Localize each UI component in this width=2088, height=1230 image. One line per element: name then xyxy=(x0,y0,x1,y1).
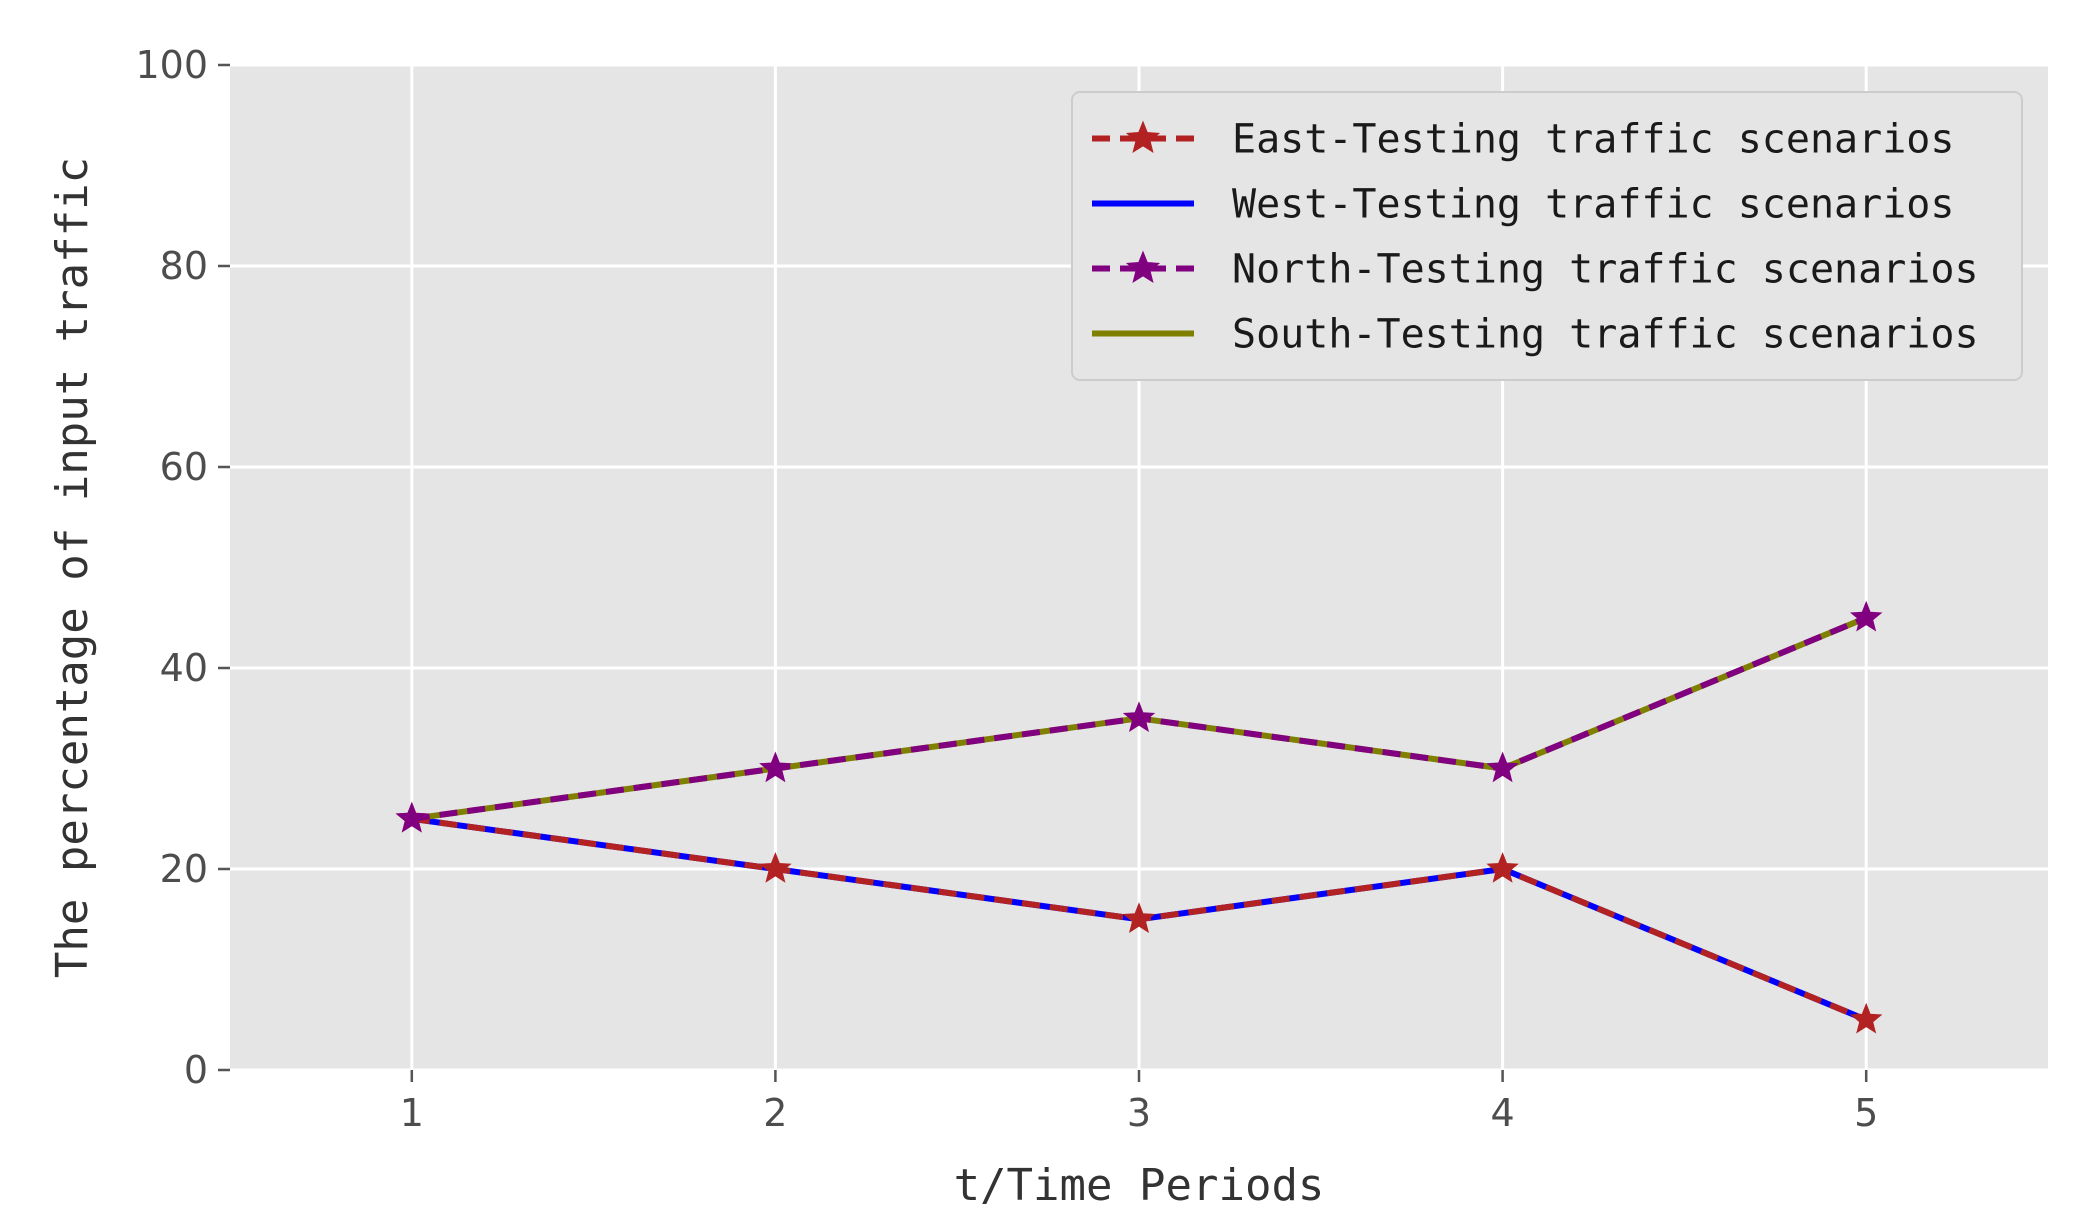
legend-label: North-Testing traffic scenarios xyxy=(1232,247,1979,293)
x-tick-label: 3 xyxy=(1127,1091,1151,1135)
data-point-east-testing-traffic-scenarios xyxy=(1849,1002,1883,1034)
y-tick-label: 0 xyxy=(184,1048,208,1092)
data-point-north-testing-traffic-scenarios xyxy=(1486,751,1519,783)
y-tick-label: 20 xyxy=(160,847,208,891)
legend-label: East-Testing traffic scenarios xyxy=(1232,117,1954,163)
data-point-north-testing-traffic-scenarios xyxy=(759,751,792,783)
legend-label: South-Testing traffic scenarios xyxy=(1232,312,1979,358)
series-north-testing-traffic-scenarios xyxy=(395,600,1883,833)
data-point-east-testing-traffic-scenarios xyxy=(1486,851,1519,883)
legend-item: East-Testing traffic scenarios xyxy=(1092,117,1954,163)
data-point-north-testing-traffic-scenarios xyxy=(395,801,429,833)
x-tick-label: 4 xyxy=(1491,1091,1515,1135)
x-tick-label: 5 xyxy=(1854,1091,1878,1135)
x-tick-label: 1 xyxy=(400,1091,424,1135)
legend-label: West-Testing traffic scenarios xyxy=(1232,182,1954,228)
axes: 0 20 40 60 80 100 1 2 3 4 5 xyxy=(135,43,1878,1135)
legend-marker xyxy=(1125,120,1161,154)
data-point-north-testing-traffic-scenarios xyxy=(1849,600,1883,632)
data-point-east-testing-traffic-scenarios xyxy=(1122,902,1156,934)
legend-item: North-Testing traffic scenarios xyxy=(1092,247,1979,293)
y-tick-label: 100 xyxy=(135,43,208,87)
data-point-east-testing-traffic-scenarios xyxy=(759,851,792,883)
legend-item: West-Testing traffic scenarios xyxy=(1092,182,1954,228)
y-tick-label: 80 xyxy=(160,244,208,288)
y-tick-label: 40 xyxy=(160,646,208,690)
legend: East-Testing traffic scenarios West-Testi… xyxy=(1071,91,2023,381)
x-tick-label: 2 xyxy=(763,1091,787,1135)
legend-marker xyxy=(1125,250,1161,284)
legend-box xyxy=(1071,91,2023,381)
series-layer xyxy=(395,600,1883,1034)
x-axis-label: t/Time Periods xyxy=(954,1160,1325,1211)
legend-item: South-Testing traffic scenarios xyxy=(1092,312,1979,358)
y-tick-label: 60 xyxy=(160,445,208,489)
data-point-north-testing-traffic-scenarios xyxy=(1122,701,1156,733)
y-axis-label: The percentage of input traffic xyxy=(47,157,98,978)
